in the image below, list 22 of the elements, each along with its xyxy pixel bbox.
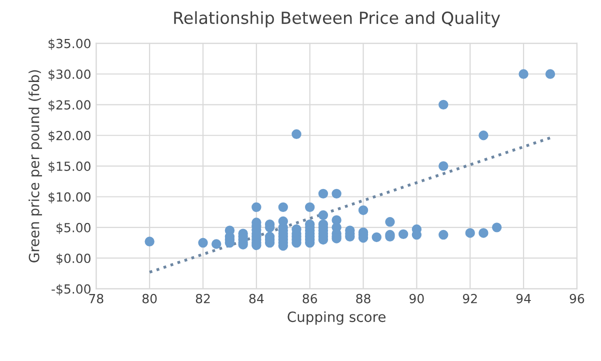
x-tick-label: 80 (142, 294, 157, 304)
x-tick-label: 90 (410, 294, 424, 304)
y-tick-label: $10.00 (48, 192, 90, 204)
y-tick-label: $25.00 (48, 100, 90, 112)
y-tick-label: $35.00 (48, 38, 90, 50)
x-tick-label: 86 (302, 294, 318, 304)
x-tick-label: 82 (196, 294, 210, 304)
y-tick-label: $15.00 (48, 161, 90, 173)
x-tick-label: 92 (462, 294, 477, 304)
y-axis-title: Green price per pound (fob) (28, 70, 42, 262)
x-tick-label: 96 (570, 294, 584, 304)
x-tick-label: 94 (516, 294, 531, 304)
y-tick-label: $0.00 (56, 253, 90, 265)
y-tick-label: $30.00 (48, 69, 90, 81)
y-tick-label: -$5.00 (52, 284, 90, 296)
x-tick-label: 84 (249, 294, 264, 304)
x-tick-label: 78 (89, 294, 104, 304)
chart-title: Relationship Between Price and Quality (174, 11, 500, 28)
y-tick-label: $20.00 (48, 130, 90, 142)
y-tick-label: $5.00 (56, 222, 90, 234)
x-axis-title: Cupping score (288, 311, 386, 325)
x-tick-label: 88 (356, 294, 370, 304)
